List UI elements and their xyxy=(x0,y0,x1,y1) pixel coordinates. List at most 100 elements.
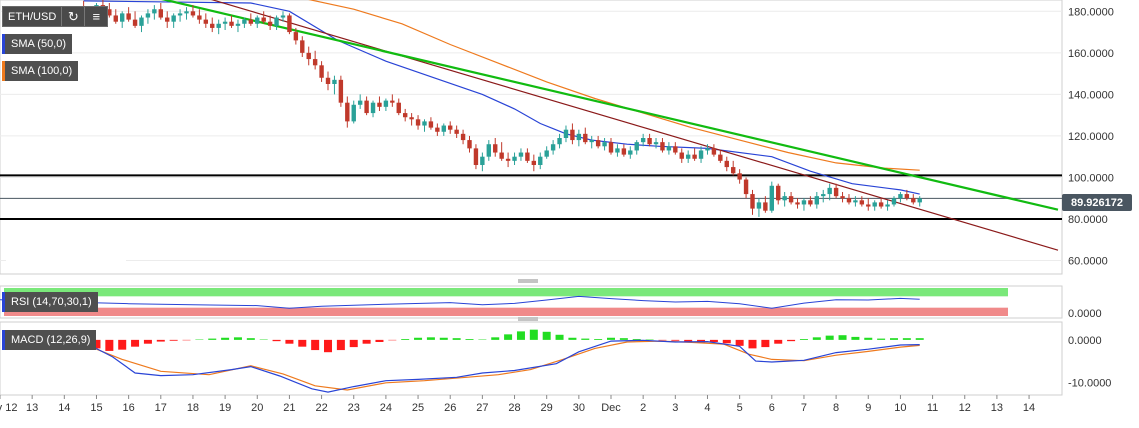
x-tick-label: 19 xyxy=(219,402,231,414)
candle-up xyxy=(891,198,897,205)
candle-up xyxy=(756,202,762,209)
candle-up xyxy=(120,13,125,22)
candle-down xyxy=(448,125,453,130)
candle-up xyxy=(512,156,517,161)
rsi-line xyxy=(0,295,920,309)
x-tick-label: 22 xyxy=(315,402,327,414)
refresh-icon[interactable]: ↻ xyxy=(61,7,84,26)
macd-histogram-bar xyxy=(208,338,217,340)
macd-histogram-bar xyxy=(233,337,242,340)
macd-histogram-bar xyxy=(324,339,333,353)
x-tick-label: 12 xyxy=(959,402,971,414)
candle-up xyxy=(640,138,646,143)
indicators-icon[interactable]: ≡ xyxy=(84,7,107,26)
candle-down xyxy=(319,65,324,78)
candle-down xyxy=(711,148,717,155)
main-panel-frame xyxy=(0,0,1063,275)
macd-histogram-bar xyxy=(619,338,628,340)
candle-up xyxy=(589,140,594,143)
y-tick-label: 140.0000 xyxy=(1068,89,1114,101)
x-tick-label: 8 xyxy=(833,402,839,414)
candle-down xyxy=(724,160,729,168)
macd-histogram-bar xyxy=(221,337,230,340)
candle-up xyxy=(255,17,260,24)
candle-down xyxy=(660,142,665,151)
macd-histogram-bar xyxy=(787,339,796,342)
candle-down xyxy=(190,11,196,16)
candle-up xyxy=(827,187,832,195)
macd-histogram-bar xyxy=(542,331,551,340)
candle-up xyxy=(370,102,376,114)
y-tick-label: 60.0000 xyxy=(1068,256,1108,268)
candle-down xyxy=(737,173,742,180)
candle-down xyxy=(673,146,678,153)
macd-histogram-bar xyxy=(118,339,127,350)
sma100-swatch xyxy=(2,61,5,81)
candle-up xyxy=(222,21,228,24)
candle-down xyxy=(158,9,163,18)
candle-down xyxy=(165,17,170,22)
legend-rsi[interactable]: RSI (14,70,30,1) xyxy=(2,292,98,312)
macd-histogram-bar xyxy=(838,335,847,340)
candle-down xyxy=(435,127,440,132)
x-tick-label: 5 xyxy=(737,402,743,414)
macd-histogram-bar xyxy=(131,339,140,347)
candle-up xyxy=(486,144,492,157)
macd-histogram-bar xyxy=(246,338,255,340)
x-tick-label: 2 xyxy=(640,402,646,414)
y-tick-label: 160.0000 xyxy=(1068,48,1114,60)
candle-up xyxy=(557,138,562,145)
green-trendline xyxy=(161,0,1059,211)
candle-up xyxy=(480,156,485,165)
candle-down xyxy=(261,17,266,22)
candle-down xyxy=(415,119,421,126)
candle-down xyxy=(718,154,723,161)
macd-histogram-bar xyxy=(851,336,860,340)
rsi-y-tick-label: 0.0000 xyxy=(1068,308,1102,320)
macd-histogram-bar xyxy=(401,339,410,340)
candle-down xyxy=(428,121,434,128)
x-tick-label: 11 xyxy=(927,402,938,414)
symbol-label[interactable]: ETH/USD xyxy=(8,10,57,23)
candle-up xyxy=(383,100,389,107)
candle-down xyxy=(300,40,305,53)
macd-histogram-bar xyxy=(311,339,320,351)
macd-histogram-bar xyxy=(722,339,731,344)
candle-down xyxy=(859,200,865,205)
macd-histogram-bar xyxy=(799,339,808,340)
candle-down xyxy=(210,23,215,28)
candle-down xyxy=(904,194,910,199)
blank-overlay xyxy=(6,225,126,263)
candle-down xyxy=(338,79,344,103)
candle-down xyxy=(364,100,369,114)
legend-sma100[interactable]: SMA (100,0) xyxy=(2,61,79,81)
macd-swatch xyxy=(2,330,5,350)
legend-sma50[interactable]: SMA (50,0) xyxy=(2,34,73,54)
macd-histogram-bar xyxy=(748,339,757,349)
x-tick-label: 10 xyxy=(894,402,906,414)
macd-histogram-bar xyxy=(774,339,783,344)
x-tick-label: 9 xyxy=(865,402,871,414)
macd-histogram-bar xyxy=(529,329,538,340)
x-tick-label: 3 xyxy=(672,402,678,414)
candle-down xyxy=(788,196,794,203)
rsi-oversold-band xyxy=(4,307,1008,316)
candle-down xyxy=(795,202,800,205)
candle-up xyxy=(653,142,659,145)
candle-down xyxy=(493,144,498,153)
candle-up xyxy=(685,154,691,159)
x-tick-label: 23 xyxy=(348,402,360,414)
legend-macd[interactable]: MACD (12,26,9) xyxy=(2,330,97,350)
candle-up xyxy=(518,152,524,157)
candle-down xyxy=(126,13,131,20)
candle-down xyxy=(583,133,588,143)
macd-histogram-bar xyxy=(336,339,345,351)
macd-panel-frame xyxy=(0,321,1063,396)
candle-up xyxy=(351,104,356,122)
sma100-label: SMA (100,0) xyxy=(11,65,73,77)
x-tick-label: 21 xyxy=(283,402,295,414)
candle-down xyxy=(132,19,138,26)
macd-histogram-bar xyxy=(555,334,564,340)
candle-down xyxy=(499,152,504,159)
sma50-label: SMA (50,0) xyxy=(11,38,67,50)
